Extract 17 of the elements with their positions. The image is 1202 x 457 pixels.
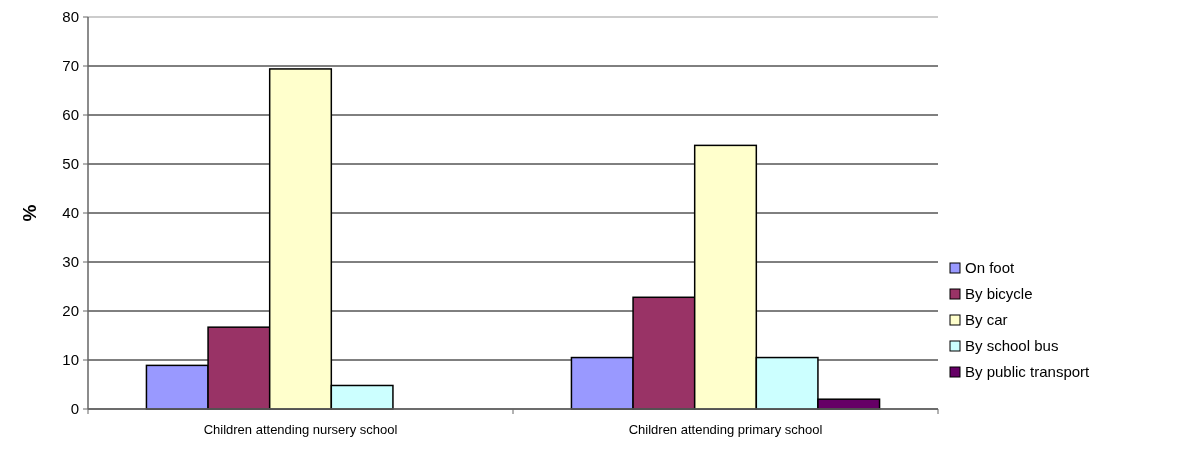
y-tick-label: 0 (70, 400, 79, 418)
y-tick-label: 30 (62, 253, 79, 271)
y-tick-label: 40 (62, 204, 79, 222)
legend-label: By bicycle (965, 285, 1033, 303)
legend-label: By school bus (965, 337, 1059, 355)
y-tick-label: 60 (62, 106, 79, 124)
x-tick-label: Children attending primary school (628, 422, 823, 437)
y-tick-label: 70 (62, 57, 79, 75)
legend-label: By public transport (965, 363, 1091, 381)
y-tick-label: 80 (62, 8, 79, 26)
y-tick-label: 20 (62, 302, 79, 320)
legend-label: On foot (965, 259, 1016, 277)
y-tick-label: 50 (62, 155, 79, 173)
y-axis-title: % (19, 204, 40, 222)
legend-label: By car (965, 311, 1008, 329)
x-tick-label: Children attending nursery school (203, 422, 398, 437)
y-tick-label: 10 (62, 351, 79, 369)
